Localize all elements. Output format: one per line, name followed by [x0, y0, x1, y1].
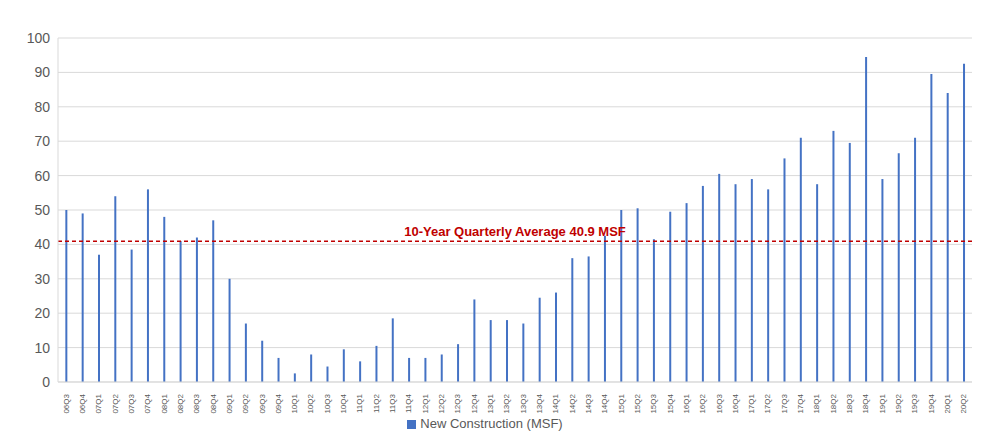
svg-text:10: 10: [34, 340, 50, 356]
svg-text:13Q2: 13Q2: [502, 393, 511, 413]
svg-text:19Q3: 19Q3: [910, 393, 919, 413]
svg-text:12Q3: 12Q3: [453, 393, 462, 413]
svg-text:0: 0: [42, 374, 50, 390]
svg-text:18Q3: 18Q3: [845, 393, 854, 413]
svg-text:11Q2: 11Q2: [372, 393, 381, 413]
svg-text:16Q2: 16Q2: [698, 393, 707, 413]
svg-text:07Q4: 07Q4: [143, 393, 152, 413]
svg-text:20: 20: [34, 305, 50, 321]
svg-text:60: 60: [34, 168, 50, 184]
svg-text:11Q4: 11Q4: [404, 393, 413, 413]
html-text:New Construction (MSF): New Construction (MSF): [420, 416, 563, 431]
svg-text:17Q2: 17Q2: [763, 393, 772, 413]
svg-text:19Q1: 19Q1: [878, 393, 887, 413]
svg-text:10Q3: 10Q3: [323, 393, 332, 413]
svg-text:13Q4: 13Q4: [535, 393, 544, 413]
svg-text:07Q2: 07Q2: [111, 393, 120, 413]
svg-text:14Q4: 14Q4: [600, 393, 609, 413]
svg-text:15Q4: 15Q4: [666, 393, 675, 413]
svg-text:08Q2: 08Q2: [176, 393, 185, 413]
svg-text:19Q4: 19Q4: [927, 393, 936, 413]
svg-text:17Q3: 17Q3: [780, 393, 789, 413]
svg-text:20Q1: 20Q1: [943, 393, 952, 413]
svg-text:06Q3: 06Q3: [62, 393, 71, 413]
svg-text:18Q1: 18Q1: [812, 393, 821, 413]
svg-text:10-Year Quarterly Average 40.9: 10-Year Quarterly Average 40.9 MSF: [404, 224, 626, 239]
svg-text:09Q4: 09Q4: [274, 393, 283, 413]
svg-text:16Q1: 16Q1: [682, 393, 691, 413]
svg-text:14Q2: 14Q2: [568, 393, 577, 413]
svg-text:08Q3: 08Q3: [192, 393, 201, 413]
svg-text:14Q3: 14Q3: [584, 393, 593, 413]
svg-text:19Q2: 19Q2: [894, 393, 903, 413]
svg-text:11Q1: 11Q1: [355, 393, 364, 413]
svg-text:16Q3: 16Q3: [715, 393, 724, 413]
svg-text:10Q1: 10Q1: [290, 393, 299, 413]
svg-text:100: 100: [27, 30, 51, 46]
svg-text:09Q1: 09Q1: [225, 393, 234, 413]
svg-text:18Q4: 18Q4: [861, 393, 870, 413]
svg-text:09Q2: 09Q2: [241, 393, 250, 413]
svg-text:07Q3: 07Q3: [127, 393, 136, 413]
svg-text:50: 50: [34, 202, 50, 218]
svg-text:12Q4: 12Q4: [470, 393, 479, 413]
svg-text:12Q1: 12Q1: [421, 393, 430, 413]
svg-text:80: 80: [34, 99, 50, 115]
svg-text:14Q1: 14Q1: [551, 393, 560, 413]
svg-text:11Q3: 11Q3: [388, 393, 397, 413]
svg-text:08Q1: 08Q1: [160, 393, 169, 413]
svg-text:15Q2: 15Q2: [633, 393, 642, 413]
svg-text:17Q1: 17Q1: [747, 393, 756, 413]
svg-text:10Q2: 10Q2: [306, 393, 315, 413]
svg-text:12Q2: 12Q2: [437, 393, 446, 413]
svg-text:13Q3: 13Q3: [519, 393, 528, 413]
svg-text:15Q3: 15Q3: [649, 393, 658, 413]
svg-text:08Q4: 08Q4: [209, 393, 218, 413]
svg-text:90: 90: [34, 64, 50, 80]
svg-text:06Q4: 06Q4: [78, 393, 87, 413]
svg-text:13Q1: 13Q1: [486, 393, 495, 413]
svg-text:16Q4: 16Q4: [731, 393, 740, 413]
svg-text:07Q1: 07Q1: [94, 393, 103, 413]
svg-text:17Q4: 17Q4: [796, 393, 805, 413]
svg-text:15Q1: 15Q1: [617, 393, 626, 413]
svg-text:20Q2: 20Q2: [959, 393, 968, 413]
svg-text:40: 40: [34, 236, 50, 252]
svg-text:10Q4: 10Q4: [339, 393, 348, 413]
svg-text:09Q3: 09Q3: [258, 393, 267, 413]
svg-text:30: 30: [34, 271, 50, 287]
svg-text:18Q2: 18Q2: [829, 393, 838, 413]
svg-text:70: 70: [34, 133, 50, 149]
